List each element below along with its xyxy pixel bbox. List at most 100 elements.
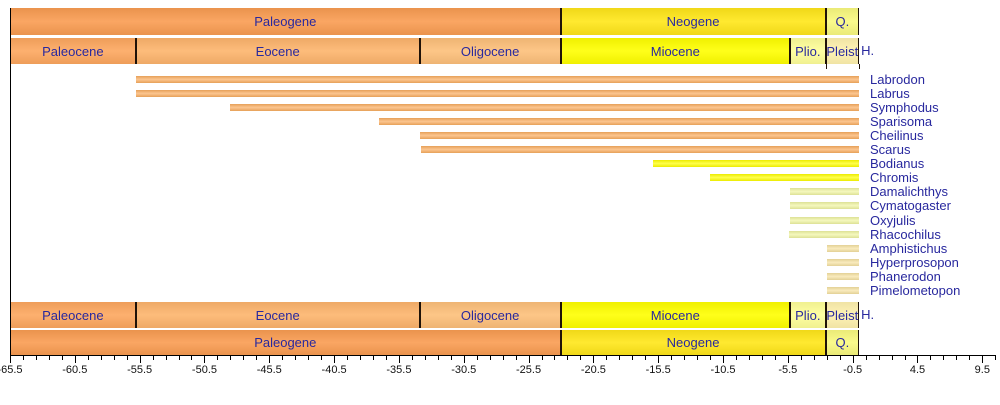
- range-bar-pimelometopon: [826, 287, 860, 294]
- minor-tick: [865, 356, 867, 360]
- major-tick: [204, 356, 206, 363]
- epoch-oligocene: Oligocene: [419, 38, 561, 64]
- epoch-label-h: H.: [861, 43, 875, 58]
- taxon-label-damalichthys: Damalichthys: [870, 184, 949, 200]
- minor-tick: [113, 356, 115, 360]
- major-tick: [982, 356, 984, 363]
- minor-tick: [502, 356, 504, 360]
- minor-tick: [489, 356, 491, 360]
- tick-label: -35.5: [386, 364, 412, 376]
- tick-label: -55.5: [127, 364, 153, 376]
- range-bar-sparisoma: [379, 117, 860, 125]
- epoch-label: Oligocene: [460, 307, 520, 323]
- period-label: Q.: [835, 14, 850, 29]
- minor-tick: [606, 356, 608, 360]
- range-bar-symphodus: [230, 103, 860, 111]
- minor-tick: [22, 356, 24, 360]
- epoch-pleist: Pleist: [825, 302, 859, 328]
- tick-label: 9.5: [974, 364, 990, 376]
- minor-tick: [632, 356, 634, 360]
- range-bar-labrus: [135, 89, 860, 97]
- minor-tick: [839, 356, 841, 360]
- epoch-label: Plio.: [795, 43, 821, 59]
- taxon-label-oxyjulis: Oxyjulis: [870, 212, 916, 228]
- taxon-label-labrodon: Labrodon: [870, 71, 925, 87]
- minor-tick: [411, 356, 413, 360]
- minor-tick: [645, 356, 647, 360]
- minor-tick: [619, 356, 621, 360]
- epoch-plio: Plio.: [790, 302, 826, 328]
- taxon-label-labrus: Labrus: [870, 85, 910, 101]
- epoch-label: Eocene: [255, 43, 300, 59]
- minor-tick: [191, 356, 193, 360]
- minor-tick: [256, 356, 258, 360]
- range-bar-amphistichus: [826, 244, 860, 252]
- taxon-label-cheilinus: Cheilinus: [870, 127, 924, 143]
- major-tick: [852, 356, 854, 363]
- major-tick: [334, 356, 336, 363]
- period-paleogene: Paleogene: [10, 330, 561, 355]
- major-tick: [139, 356, 141, 363]
- minor-tick: [943, 356, 945, 360]
- range-bar-chromis: [710, 174, 860, 182]
- tick-label: -65.5: [0, 364, 23, 376]
- epoch-pleist: Pleist: [825, 38, 859, 64]
- period-q: Q.: [825, 8, 860, 35]
- epoch-miocene: Miocene: [560, 38, 791, 64]
- minor-tick: [671, 356, 673, 360]
- period-neogene: Neogene: [560, 330, 826, 355]
- x-axis-line: [9, 355, 996, 356]
- minor-tick: [554, 356, 556, 360]
- y-axis-line: [9, 8, 11, 355]
- minor-tick: [904, 356, 906, 360]
- tick-label: -20.5: [580, 364, 606, 376]
- minor-tick: [230, 356, 232, 360]
- minor-tick: [308, 356, 310, 360]
- minor-tick: [580, 356, 582, 360]
- minor-tick: [969, 356, 971, 360]
- major-tick: [10, 356, 11, 363]
- epoch-miocene: Miocene: [560, 302, 791, 328]
- minor-tick: [450, 356, 452, 360]
- minor-tick: [826, 356, 828, 360]
- epoch-boundary-stub: [859, 64, 861, 69]
- minor-tick: [697, 356, 699, 360]
- major-tick: [269, 356, 271, 363]
- major-tick: [658, 356, 660, 363]
- epoch-label: Eocene: [255, 307, 300, 323]
- period-q: Q.: [825, 330, 860, 355]
- tick-label: -50.5: [191, 364, 217, 376]
- epoch-oligocene: Oligocene: [419, 302, 561, 328]
- epoch-label: Oligocene: [460, 43, 520, 59]
- epoch-paleocene: Paleocene: [10, 38, 136, 64]
- period-label: Paleogene: [254, 335, 317, 350]
- minor-tick: [152, 356, 154, 360]
- minor-tick: [372, 356, 374, 360]
- epoch-label: Plio.: [795, 307, 821, 323]
- epoch-label: Pleist: [826, 43, 859, 59]
- major-tick: [593, 356, 595, 363]
- minor-tick: [165, 356, 167, 360]
- tick-label: -25.5: [516, 364, 542, 376]
- range-bar-oxyjulis: [790, 216, 860, 224]
- minor-tick: [735, 356, 737, 360]
- minor-tick: [515, 356, 517, 360]
- period-neogene: Neogene: [560, 8, 826, 35]
- minor-tick: [813, 356, 815, 360]
- range-bar-phanerodon: [826, 272, 860, 280]
- epoch-label-h: H.: [861, 307, 875, 322]
- tick-label: -10.5: [710, 364, 736, 376]
- range-bar-damalichthys: [790, 188, 860, 196]
- minor-tick: [930, 356, 932, 360]
- minor-tick: [424, 356, 426, 360]
- taxon-label-pimelometopon: Pimelometopon: [870, 283, 961, 298]
- taxon-label-rhacochilus: Rhacochilus: [870, 226, 941, 242]
- minor-tick: [282, 356, 284, 360]
- minor-tick: [541, 356, 543, 360]
- epoch-boundary-stub: [825, 64, 827, 69]
- minor-tick: [243, 356, 245, 360]
- period-label: Paleogene: [254, 14, 317, 29]
- taxon-label-amphistichus: Amphistichus: [870, 240, 948, 256]
- minor-tick: [100, 356, 102, 360]
